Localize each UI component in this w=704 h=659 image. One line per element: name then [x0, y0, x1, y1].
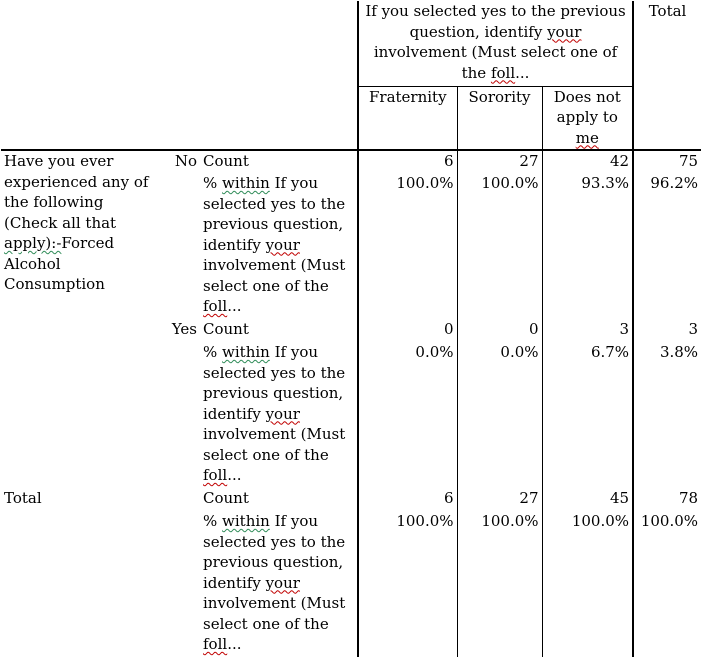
cell-pct: 6.7%: [542, 342, 635, 488]
row-variable-label: Have you ever experienced any of the fol…: [4, 152, 149, 293]
stat-label-count: Count: [200, 150, 360, 173]
cell-count: 27: [457, 488, 543, 511]
cell-pct: 100.0%: [542, 511, 635, 657]
corner-cell: [1, 1, 360, 151]
cell-count: 0: [358, 319, 458, 342]
cell-count: 3: [542, 319, 635, 342]
cell-count: 45: [542, 488, 635, 511]
total-column-header: Total: [633, 1, 702, 151]
stat-label-pct-within: % within If you selected yes to the prev…: [200, 173, 360, 319]
cell-count: 6: [358, 150, 458, 173]
cell-count: 42: [542, 150, 635, 173]
spanning-column-header: If you selected yes to the previous ques…: [358, 1, 635, 87]
column-header-fraternity: Fraternity: [358, 86, 458, 151]
cell-count-total: 75: [678, 152, 699, 170]
group-label-yes: Yes: [171, 320, 197, 338]
cell-count-total: 3: [688, 320, 699, 338]
cell-pct: 0.0%: [457, 342, 543, 488]
cell-pct: 0.0%: [358, 342, 458, 488]
cell-pct: 100.0%: [358, 173, 458, 319]
stat-label-pct-within: % within If you selected yes to the prev…: [200, 511, 360, 657]
stat-label-count: Count: [200, 488, 360, 511]
stat-label-pct-within: % within If you selected yes to the prev…: [200, 342, 360, 488]
cell-pct: 100.0%: [457, 511, 543, 657]
cell-pct-total: 96.2%: [650, 174, 699, 192]
cell-pct: 100.0%: [457, 173, 543, 319]
group-label-no: No: [174, 152, 197, 170]
cell-pct: 100.0%: [358, 511, 458, 657]
cell-count: 0: [457, 319, 543, 342]
column-header-sorority: Sorority: [457, 86, 543, 151]
total-row-label: Total: [4, 489, 42, 507]
cell-count: 6: [358, 488, 458, 511]
cell-pct-total: 100.0%: [640, 512, 699, 530]
cell-pct-total: 3.8%: [659, 343, 699, 361]
cell-pct: 93.3%: [542, 173, 635, 319]
stat-label-count: Count: [200, 319, 360, 342]
cell-count: 27: [457, 150, 543, 173]
column-header-does-not-apply: Does not apply to me: [542, 86, 635, 151]
cell-count-total: 78: [678, 489, 699, 507]
